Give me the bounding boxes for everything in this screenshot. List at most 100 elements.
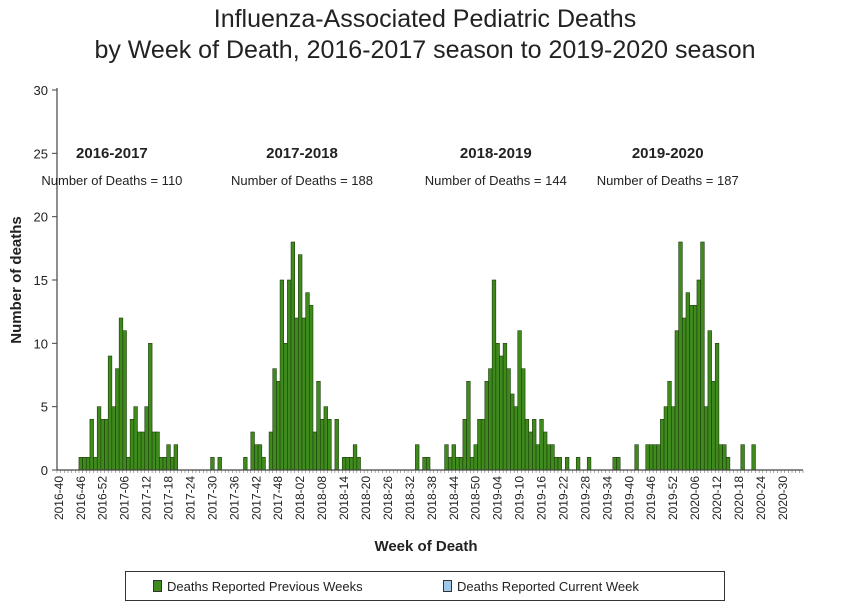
bar (535, 444, 541, 471)
x-tick-label: 2018-32 (403, 476, 417, 520)
bar (469, 457, 475, 471)
axes (56, 88, 804, 473)
bar (261, 457, 266, 471)
bar (301, 317, 306, 471)
x-axis-label: Week of Death (374, 538, 477, 555)
bar (543, 431, 548, 471)
y-tick-label: 25 (34, 146, 48, 161)
bar (696, 279, 701, 471)
bar (674, 330, 679, 471)
x-tick-label: 2020-24 (754, 476, 768, 520)
y-tick-label: 30 (34, 83, 48, 98)
bar (521, 368, 526, 471)
x-tick-label: 2019-22 (557, 476, 571, 520)
x-tick-label: 2016-52 (96, 476, 110, 520)
bar (309, 305, 314, 471)
bar (287, 279, 292, 471)
bar (718, 444, 723, 471)
x-tick-label: 2018-44 (447, 476, 461, 520)
bar (466, 381, 471, 471)
bar (210, 457, 215, 471)
bar (462, 419, 467, 471)
y-tick-label: 20 (34, 210, 48, 225)
bar (528, 431, 533, 471)
bar (279, 279, 285, 471)
chart-subtitle: by Week of Death, 2016-2017 season to 20… (94, 36, 756, 64)
bar (170, 457, 175, 471)
x-tick-label: 2020-06 (688, 476, 702, 520)
bar (323, 406, 328, 471)
bar (634, 444, 639, 471)
bar (173, 444, 178, 471)
chart-title-block: Influenza-Associated Pediatric Deaths by… (0, 4, 850, 66)
y-tick-label: 15 (34, 273, 48, 288)
x-tick-label: 2017-06 (118, 476, 132, 520)
bar (678, 241, 683, 471)
bar (495, 343, 500, 471)
bar (700, 241, 705, 471)
bar (656, 444, 661, 471)
bar (151, 431, 157, 471)
bar (148, 343, 153, 471)
bar (477, 419, 482, 471)
bar-chart: 0 5 10 15 20 25 30 2016-40 2016-46 2016-52 2017-0… (8, 83, 804, 555)
bar (155, 431, 160, 471)
bar (305, 292, 310, 471)
bar (506, 368, 511, 471)
bar (415, 444, 420, 471)
bar (159, 457, 164, 471)
bar (129, 419, 135, 471)
bar (652, 444, 658, 471)
bar (671, 406, 676, 471)
bar (327, 419, 332, 471)
bar (692, 305, 698, 471)
legend-label-current: Deaths Reported Current Week (457, 578, 639, 594)
bar (78, 457, 83, 471)
bar (473, 444, 478, 471)
bar (294, 317, 299, 471)
bar (564, 457, 570, 471)
bar (162, 457, 168, 471)
bar (250, 431, 255, 471)
bar (660, 419, 665, 471)
season-label: 2016-2017 (76, 145, 148, 162)
legend-swatch-current (443, 580, 452, 592)
bar (82, 457, 87, 471)
bar (290, 241, 296, 471)
bar (100, 419, 105, 471)
bar (334, 419, 339, 471)
bar (524, 419, 530, 471)
bar (126, 457, 131, 471)
bar (349, 457, 354, 471)
bar (422, 457, 427, 471)
season-annotations: 2016-2017 Number of Deaths = 110 2017-2018… (41, 145, 738, 188)
legend-label-previous: Deaths Reported Previous Weeks (167, 578, 363, 594)
bar (426, 457, 431, 471)
bar (517, 330, 522, 471)
bar (484, 381, 489, 471)
bar (649, 444, 654, 471)
y-axis-ticks: 0 5 10 15 20 25 30 (34, 83, 57, 478)
bar (118, 317, 124, 471)
bar (283, 343, 288, 471)
bar (104, 419, 109, 471)
bar (133, 406, 138, 471)
x-tick-label: 2020-12 (710, 476, 724, 520)
x-tick-label: 2017-42 (249, 476, 263, 520)
legend-swatch-previous (153, 580, 162, 592)
bar (345, 457, 350, 471)
bar (740, 444, 745, 471)
bar (341, 457, 347, 471)
y-tick-label: 5 (41, 400, 48, 415)
x-tick-label: 2019-28 (578, 476, 592, 520)
bar (144, 406, 149, 471)
bar (707, 330, 712, 471)
bar (586, 457, 592, 471)
bar (257, 444, 263, 471)
bar (532, 419, 537, 471)
x-tick-label: 2019-16 (535, 476, 549, 520)
season-death-count: Number of Deaths = 110 (41, 173, 182, 188)
legend: Deaths Reported Previous Weeks Deaths Re… (125, 571, 725, 601)
bar (89, 419, 94, 471)
bar (85, 457, 91, 471)
